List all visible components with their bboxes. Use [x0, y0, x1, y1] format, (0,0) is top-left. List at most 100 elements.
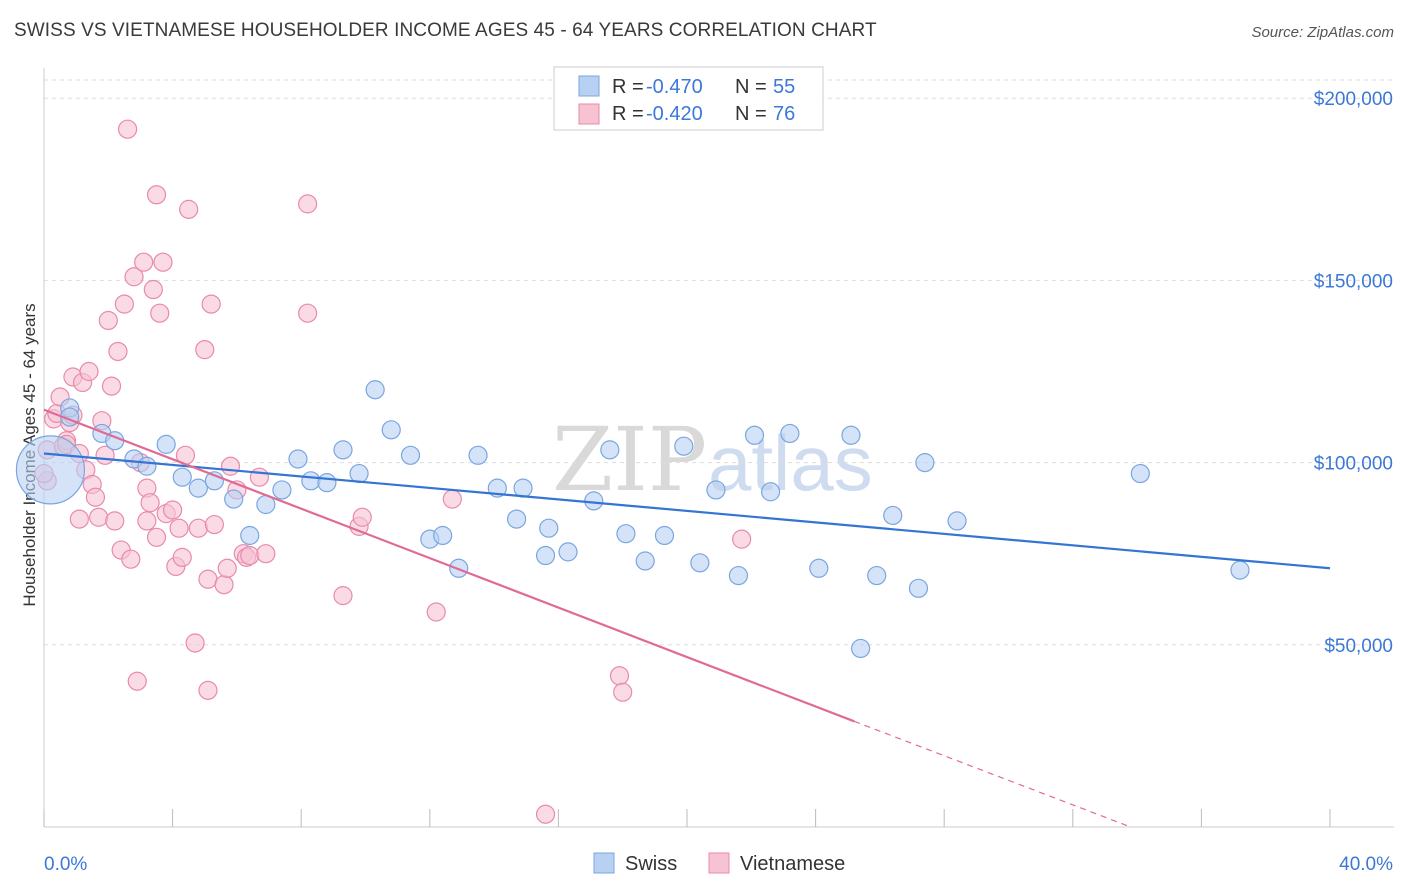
swiss-point-26	[468, 445, 488, 465]
swiss-point-0	[15, 435, 86, 505]
vietnamese-point-53	[201, 294, 221, 314]
vietnamese-point-27	[117, 119, 138, 139]
swiss-point-35	[616, 524, 636, 544]
x-tick-labels: 0.0% 40.0%	[44, 854, 1393, 875]
vietnamese-point-70	[442, 489, 462, 509]
legend-bottom-label-vietnamese: Vietnamese	[740, 853, 845, 875]
vietnamese-point-56	[217, 558, 237, 578]
swiss-point-46	[841, 425, 861, 445]
swiss-point-33	[584, 491, 604, 511]
swiss-point-22	[400, 445, 421, 465]
vietnamese-point-71	[535, 804, 556, 824]
vietnamese-point-61	[240, 545, 260, 566]
vietnamese-point-73	[613, 682, 633, 702]
vietnamese-point-37	[146, 527, 167, 547]
trend-line-vietnamese	[43, 408, 855, 723]
legend-r-value-swiss: -0.470	[646, 76, 703, 98]
swiss-point-24	[433, 525, 453, 546]
vietnamese-point-64	[298, 194, 318, 214]
legend-bottom-swatch-swiss	[593, 852, 615, 874]
swiss-point-14	[272, 480, 292, 500]
legend-bottom-label-swiss: Swiss	[625, 853, 677, 875]
y-tick-label-2: $150,000	[1314, 271, 1393, 292]
swiss-point-9	[188, 478, 208, 498]
swiss-point-51	[915, 453, 935, 473]
swiss-point-15	[288, 449, 308, 469]
swiss-point-40	[706, 480, 726, 500]
legend-r-label-vietnamese: R =	[612, 103, 644, 125]
trend-line-swiss	[43, 452, 1331, 570]
vietnamese-point-47	[179, 199, 199, 219]
x-tick-label-min: 0.0%	[44, 854, 87, 875]
vietnamese-point-38	[146, 185, 167, 205]
legend-r-label-swiss: R =	[612, 76, 644, 98]
vietnamese-point-54	[204, 514, 224, 535]
swiss-point-32	[558, 542, 578, 562]
swiss-point-7	[156, 434, 176, 454]
swiss-point-36	[635, 551, 655, 571]
vietnamese-point-49	[188, 518, 208, 538]
swiss-point-53	[1130, 463, 1150, 484]
vietnamese-point-33	[137, 511, 157, 531]
swiss-point-41	[728, 565, 749, 586]
watermark-zip: ZIP	[552, 408, 707, 511]
swiss-point-30	[539, 518, 559, 538]
chart-title: SWISS VS VIETNAMESE HOUSEHOLDER INCOME A…	[14, 20, 877, 41]
legend-n-label-swiss: N =	[735, 76, 767, 98]
vietnamese-point-21	[98, 310, 118, 331]
legend-bottom-swatch-vietnamese	[708, 852, 730, 874]
swiss-point-28	[507, 509, 527, 529]
legend-swatch-vietnamese	[578, 103, 600, 125]
swiss-point-48	[867, 565, 887, 586]
vietnamese-point-23	[105, 511, 125, 531]
vietnamese-point-12	[69, 509, 89, 529]
swiss-point-31	[535, 545, 556, 566]
source-label: Source: ZipAtlas.com	[1251, 24, 1394, 41]
vietnamese-point-65	[298, 303, 318, 323]
swiss-point-8	[172, 467, 192, 487]
legend-stats: R = -0.470 N = 55 R = -0.420 N = 76	[553, 66, 824, 131]
vietnamese-point-51	[198, 680, 218, 700]
vietnamese-point-55	[214, 575, 234, 595]
vietnamese-point-32	[134, 252, 154, 272]
swiss-point-17	[317, 473, 337, 493]
swiss-point-52	[947, 511, 967, 531]
swiss-point-42	[744, 425, 765, 445]
trend-line-vietnamese-extrapolated	[853, 720, 1131, 828]
swiss-point-34	[600, 440, 620, 460]
swiss-point-50	[908, 578, 929, 598]
vietnamese-point-39	[150, 303, 170, 323]
vietnamese-point-66	[333, 586, 353, 606]
vietnamese-point-40	[153, 252, 173, 272]
swiss-point-38	[674, 436, 694, 456]
vietnamese-point-36	[143, 279, 163, 300]
vietnamese-point-29	[124, 267, 144, 287]
vietnamese-point-26	[114, 294, 134, 314]
vietnamese-point-74	[732, 529, 752, 549]
y-tick-label-1: $100,000	[1314, 454, 1393, 475]
swiss-point-44	[780, 423, 800, 444]
legend-n-value-swiss: 55	[773, 76, 795, 98]
swiss-points	[15, 380, 1250, 659]
swiss-point-18	[333, 440, 353, 460]
y-tick-labels: $50,000 $100,000 $150,000 $200,000	[1314, 89, 1393, 657]
swiss-point-43	[760, 482, 781, 502]
swiss-point-11	[224, 489, 244, 509]
vietnamese-point-72	[609, 666, 630, 686]
swiss-point-37	[654, 525, 675, 546]
vietnamese-point-50	[195, 340, 215, 360]
swiss-point-20	[365, 380, 385, 400]
vietnamese-point-57	[220, 456, 241, 476]
legend-n-value-vietnamese: 76	[773, 103, 795, 125]
vietnamese-point-24	[108, 341, 128, 362]
vietnamese-point-68	[352, 507, 372, 527]
vietnamese-point-48	[185, 633, 205, 653]
y-tick-label-3: $200,000	[1314, 89, 1393, 110]
y-tick-label-0: $50,000	[1324, 636, 1393, 657]
legend-swatch-swiss	[578, 75, 600, 97]
trend-lines	[43, 408, 1331, 828]
vietnamese-point-42	[163, 500, 183, 520]
legend-series: Swiss Vietnamese	[593, 852, 845, 875]
vietnamese-point-15	[79, 361, 99, 382]
